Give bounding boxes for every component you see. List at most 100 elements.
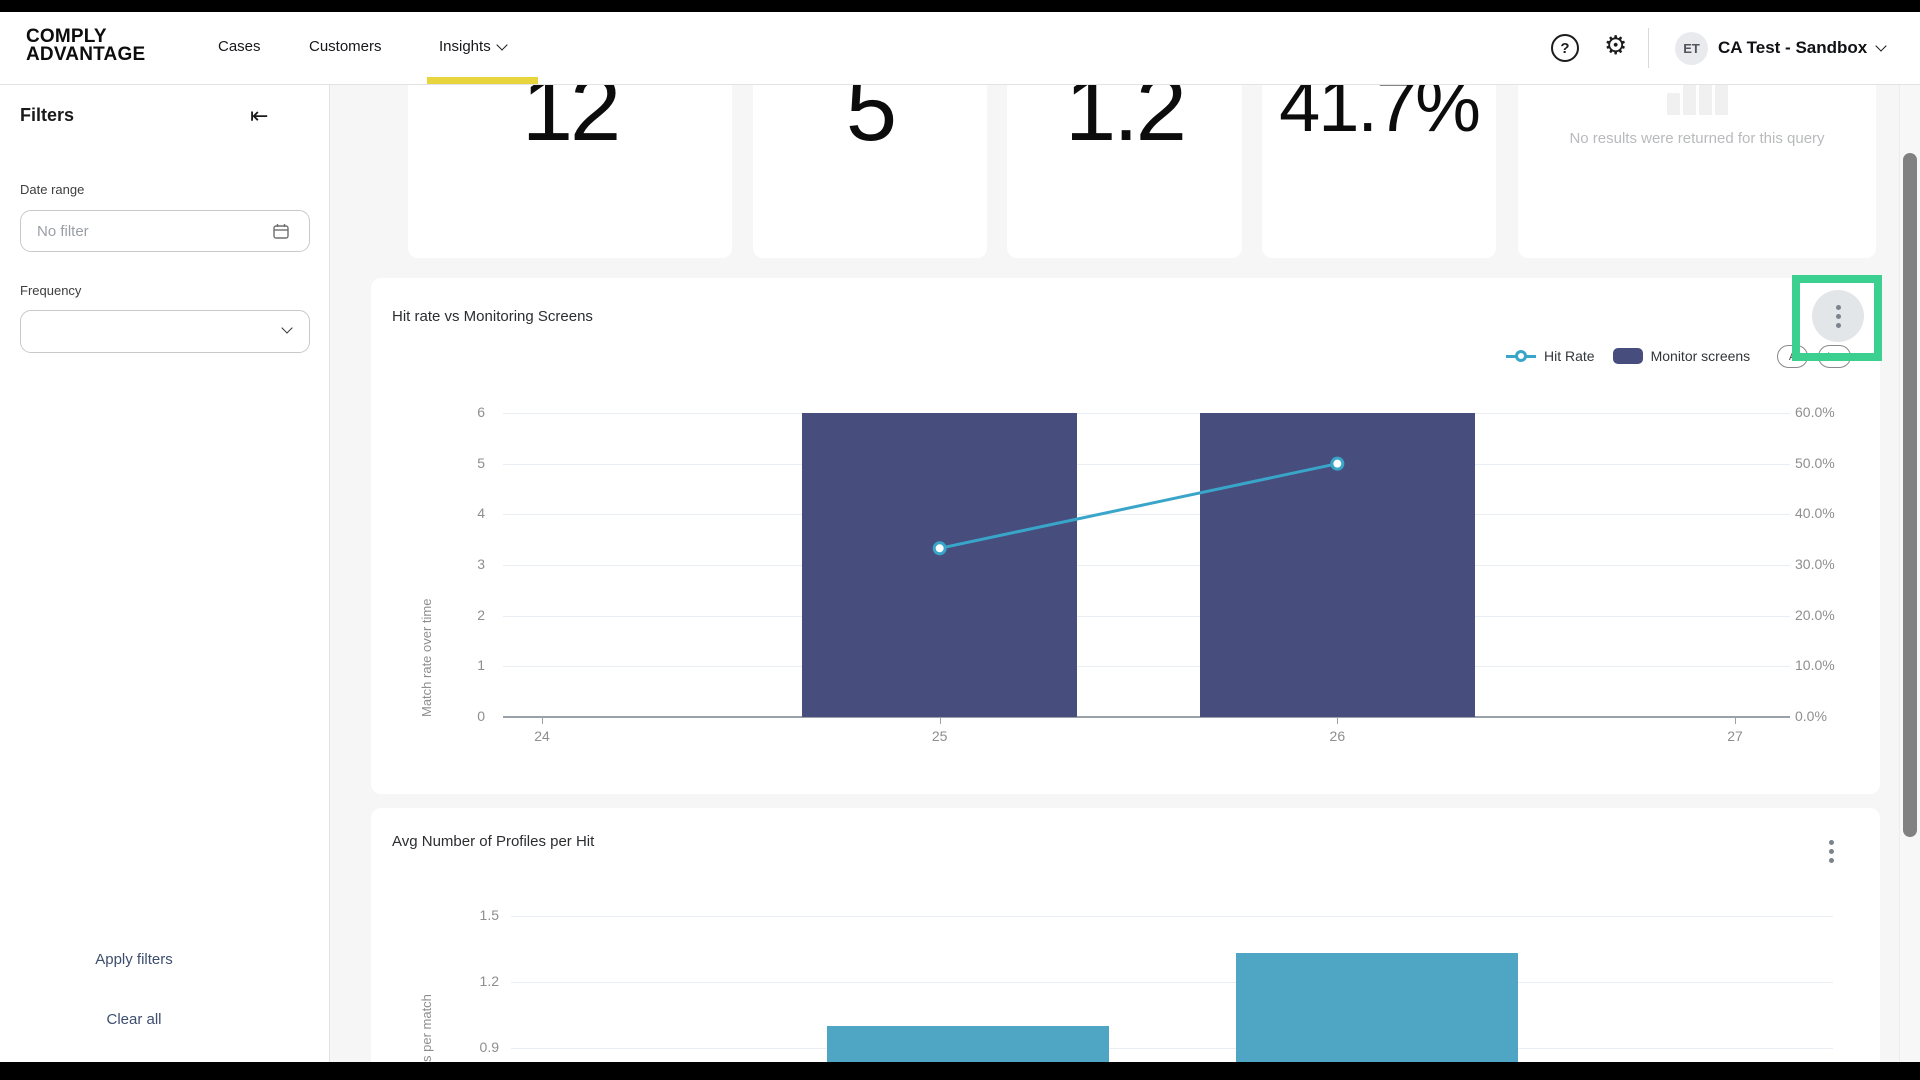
x-axis-tick-label: 25: [931, 728, 948, 744]
chevron-down-icon: [496, 38, 508, 51]
help-button[interactable]: ?: [1551, 34, 1579, 62]
left-axis-tick-label: 4: [477, 505, 485, 522]
avatar[interactable]: ET: [1675, 32, 1708, 65]
left-axis-tick-label: 5: [477, 454, 485, 471]
legend-label: Hit Rate: [1544, 348, 1595, 364]
filters-title: Filters: [20, 105, 75, 125]
scrollbar-thumb[interactable]: [1903, 153, 1917, 837]
nav-item-cases-label: Cases: [218, 38, 261, 55]
metric-value: 41.7%: [1279, 85, 1481, 147]
active-tab-underline: [427, 77, 538, 84]
metric-card: 1.2: [1007, 85, 1242, 258]
bar-chart-placeholder-icon: [1518, 85, 1876, 115]
gridline: [503, 514, 1790, 516]
x-axis-tick: [939, 718, 941, 724]
metric-card: 41.7%: [1262, 85, 1496, 258]
scrollbar-track: [1899, 85, 1920, 1062]
kebab-icon: [1835, 304, 1841, 328]
collapse-sidebar-icon[interactable]: ⇤: [250, 103, 269, 128]
hit-rate-chart-card: Hit rate vs Monitoring Screens Hit Rate: [371, 278, 1880, 794]
nav-item-cases[interactable]: Cases: [218, 38, 261, 55]
no-results-message: No results were returned for this query: [1569, 130, 1825, 147]
x-axis-tick: [1337, 718, 1339, 724]
nav-item-customers-label: Customers: [309, 38, 382, 55]
gridline: [503, 565, 1790, 566]
profiles-per-hit-bar: [1236, 953, 1518, 1062]
date-range-input[interactable]: [20, 210, 310, 252]
avatar-initials: ET: [1683, 41, 1700, 56]
right-axis-tick-label: 40.0%: [1795, 505, 1835, 522]
left-axis-tick-label: 6: [477, 404, 485, 420]
gridline: [503, 615, 1790, 617]
frequency-label: Frequency: [20, 283, 82, 298]
account-name-label: CA Test - Sandbox: [1718, 38, 1868, 57]
chevron-down-icon: [281, 322, 293, 334]
right-axis-tick-label: 10.0%: [1795, 657, 1835, 674]
top-nav: COMPLY ADVANTAGE Cases Customers Insight…: [0, 12, 1920, 85]
gridline: [511, 1047, 1833, 1049]
chart-title: Avg Number of Profiles per Hit: [392, 833, 595, 850]
legend-label: Monitor screens: [1650, 348, 1751, 364]
profiles-per-hit-chart-card: Avg Number of Profiles per Hit s per mat…: [371, 808, 1880, 1062]
main-content: 12 5 1.2 41.7% No results were returned …: [330, 85, 1920, 1062]
kebab-icon: [1829, 840, 1834, 863]
right-axis-tick-label: 30.0%: [1795, 556, 1835, 572]
gridline: [511, 916, 1833, 917]
account-menu[interactable]: CA Test - Sandbox: [1718, 38, 1887, 58]
monitor-screens-bar: [1199, 413, 1475, 717]
left-axis-tick-label: 3: [477, 556, 485, 572]
metric-value: 5: [845, 85, 897, 160]
frequency-select[interactable]: [20, 310, 310, 353]
chart-menu-button[interactable]: [1812, 290, 1864, 342]
chart-title: Hit rate vs Monitoring Screens: [392, 308, 593, 325]
chevron-down-icon: [1875, 40, 1887, 52]
x-axis-tick-label: 24: [534, 728, 550, 744]
nav-divider: [1648, 28, 1649, 68]
metric-card: 5: [753, 85, 987, 258]
nav-item-customers[interactable]: Customers: [309, 38, 382, 55]
logo-line2: ADVANTAGE: [26, 44, 146, 66]
clear-all-button[interactable]: Clear all: [106, 1011, 162, 1028]
left-axis-tick-label: 2: [477, 606, 485, 623]
right-axis-tick-label: 50.0%: [1795, 454, 1835, 471]
monitor-screens-bar: [802, 413, 1078, 717]
bar-chart-plot: 1.5 1.2 0.9: [371, 808, 1880, 1062]
metric-value: 1.2: [1065, 85, 1187, 160]
metric-value: 12: [521, 85, 621, 160]
chart-menu-button[interactable]: [1823, 834, 1840, 869]
left-axis-tick-label: 1.2: [479, 972, 499, 989]
gridline: [503, 463, 1790, 465]
legend-item-hit-rate[interactable]: Hit Rate: [1506, 348, 1595, 364]
comply-advantage-logo[interactable]: COMPLY ADVANTAGE: [26, 26, 146, 66]
left-axis-tick-label: 0: [477, 708, 485, 724]
gridline: [503, 666, 1790, 668]
apply-filters-button[interactable]: Apply filters: [95, 951, 173, 968]
combo-chart-plot: 0 1 2 3 4 5 6 0.0% 10.0% 20.0% 30.0% 40.0% 50.0% 60.0…: [371, 278, 1880, 794]
profiles-per-hit-bar: [827, 1025, 1109, 1062]
legend-item-monitor-screens[interactable]: Monitor screens: [1612, 348, 1751, 364]
metric-card: 12: [408, 85, 732, 258]
x-axis-tick: [1735, 718, 1736, 724]
x-axis-tick: [542, 718, 543, 724]
left-axis-tick-label: 1.5: [479, 907, 499, 923]
gridline: [511, 981, 1833, 983]
gridline: [503, 413, 1790, 414]
x-axis-tick-label: 27: [1727, 728, 1743, 744]
logo-line1: COMPLY: [26, 26, 107, 47]
bar-series-swatch-icon: [1612, 348, 1643, 364]
right-axis-tick-label: 60.0%: [1795, 404, 1835, 420]
annotation-highlight-box: [1792, 275, 1882, 361]
settings-gear-button[interactable]: ⚙: [1604, 30, 1628, 60]
line-series-marker-icon: [1506, 350, 1536, 362]
nav-item-insights-label: Insights: [439, 38, 491, 55]
x-axis-line: [503, 716, 1790, 718]
date-range-label: Date range: [20, 182, 85, 197]
x-axis-tick-label: 26: [1329, 728, 1346, 744]
right-axis-tick-label: 0.0%: [1795, 708, 1827, 724]
right-axis-tick-label: 20.0%: [1795, 606, 1835, 623]
chart-legend: Hit Rate Monitor screens: [1506, 344, 1750, 368]
filters-sidebar: Filters ⇤ Date range Frequency Apply fil…: [0, 85, 330, 1062]
nav-item-insights[interactable]: Insights: [439, 38, 508, 55]
left-axis-tick-label: 0.9: [479, 1038, 499, 1055]
app-window: COMPLY ADVANTAGE Cases Customers Insight…: [0, 12, 1920, 1062]
